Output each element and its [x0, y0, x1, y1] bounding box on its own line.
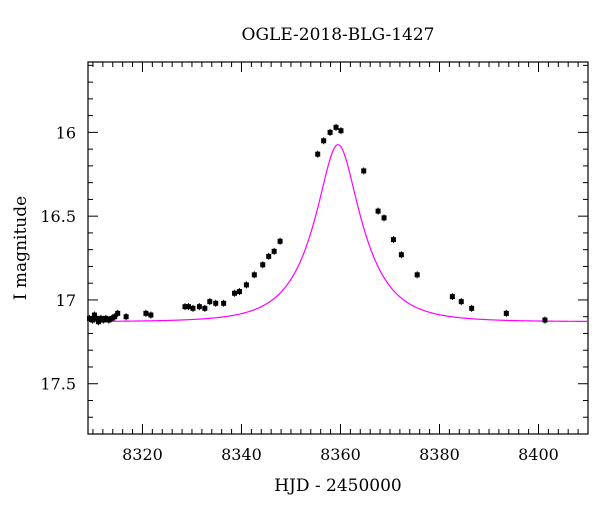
data-point: [112, 314, 118, 320]
data-point: [266, 253, 272, 259]
data-point: [361, 168, 367, 174]
data-point: [123, 314, 129, 320]
data-point: [327, 129, 333, 135]
y-axis-label: I magnitude: [11, 196, 31, 300]
x-tick-label: 8400: [518, 445, 559, 464]
data-point: [185, 304, 191, 310]
plot-frame: [87, 61, 589, 435]
data-point: [469, 305, 475, 311]
data-point: [398, 252, 404, 258]
y-tick-label: 16: [56, 123, 76, 142]
data-point: [260, 262, 266, 268]
data-point: [103, 315, 109, 321]
plot-area: 8320 8340 8360 8380 8400 16 16.5 17 17.5: [40, 61, 589, 464]
data-point: [243, 282, 249, 288]
data-point: [381, 215, 387, 221]
data-point: [236, 289, 242, 295]
data-point: [143, 310, 149, 316]
data-point: [232, 290, 238, 296]
data-point: [91, 312, 97, 318]
data-point: [182, 304, 188, 310]
data-point: [89, 317, 95, 323]
data-point: [106, 317, 112, 323]
data-point: [190, 305, 196, 311]
x-axis-label: HJD - 2450000: [274, 476, 402, 496]
x-tick-label: 8340: [221, 445, 262, 464]
data-point: [375, 208, 381, 214]
data-point: [390, 237, 396, 243]
chart-title: OGLE-2018-BLG-1427: [242, 25, 435, 45]
data-point: [196, 304, 202, 310]
data-point: [213, 300, 219, 306]
data-point: [321, 138, 327, 144]
x-tick-label: 8380: [419, 445, 460, 464]
data-point: [338, 128, 344, 134]
data-point: [202, 305, 208, 311]
data-point: [221, 300, 227, 306]
x-tick-label: 8360: [320, 445, 361, 464]
y-tick-label: 16.5: [40, 207, 76, 226]
data-point: [207, 299, 213, 305]
data-point: [458, 299, 464, 305]
model-curve: [87, 143, 589, 323]
y-tick-label: 17: [56, 291, 76, 310]
data-point: [315, 151, 321, 157]
data-point: [542, 317, 548, 323]
data-point: [449, 294, 455, 300]
data-point: [115, 310, 121, 316]
data-point: [251, 272, 257, 278]
data-point: [95, 319, 101, 325]
data-point: [148, 312, 154, 318]
data-point: [333, 124, 339, 130]
data-point: [503, 310, 509, 316]
y-tick-label: 17.5: [40, 375, 76, 394]
data-point: [277, 238, 283, 244]
data-point: [109, 315, 115, 321]
data-point: [414, 272, 420, 278]
x-tick-label: 8320: [122, 445, 163, 464]
data-point: [86, 315, 92, 321]
data-point: [271, 248, 277, 254]
data-point: [93, 315, 99, 321]
